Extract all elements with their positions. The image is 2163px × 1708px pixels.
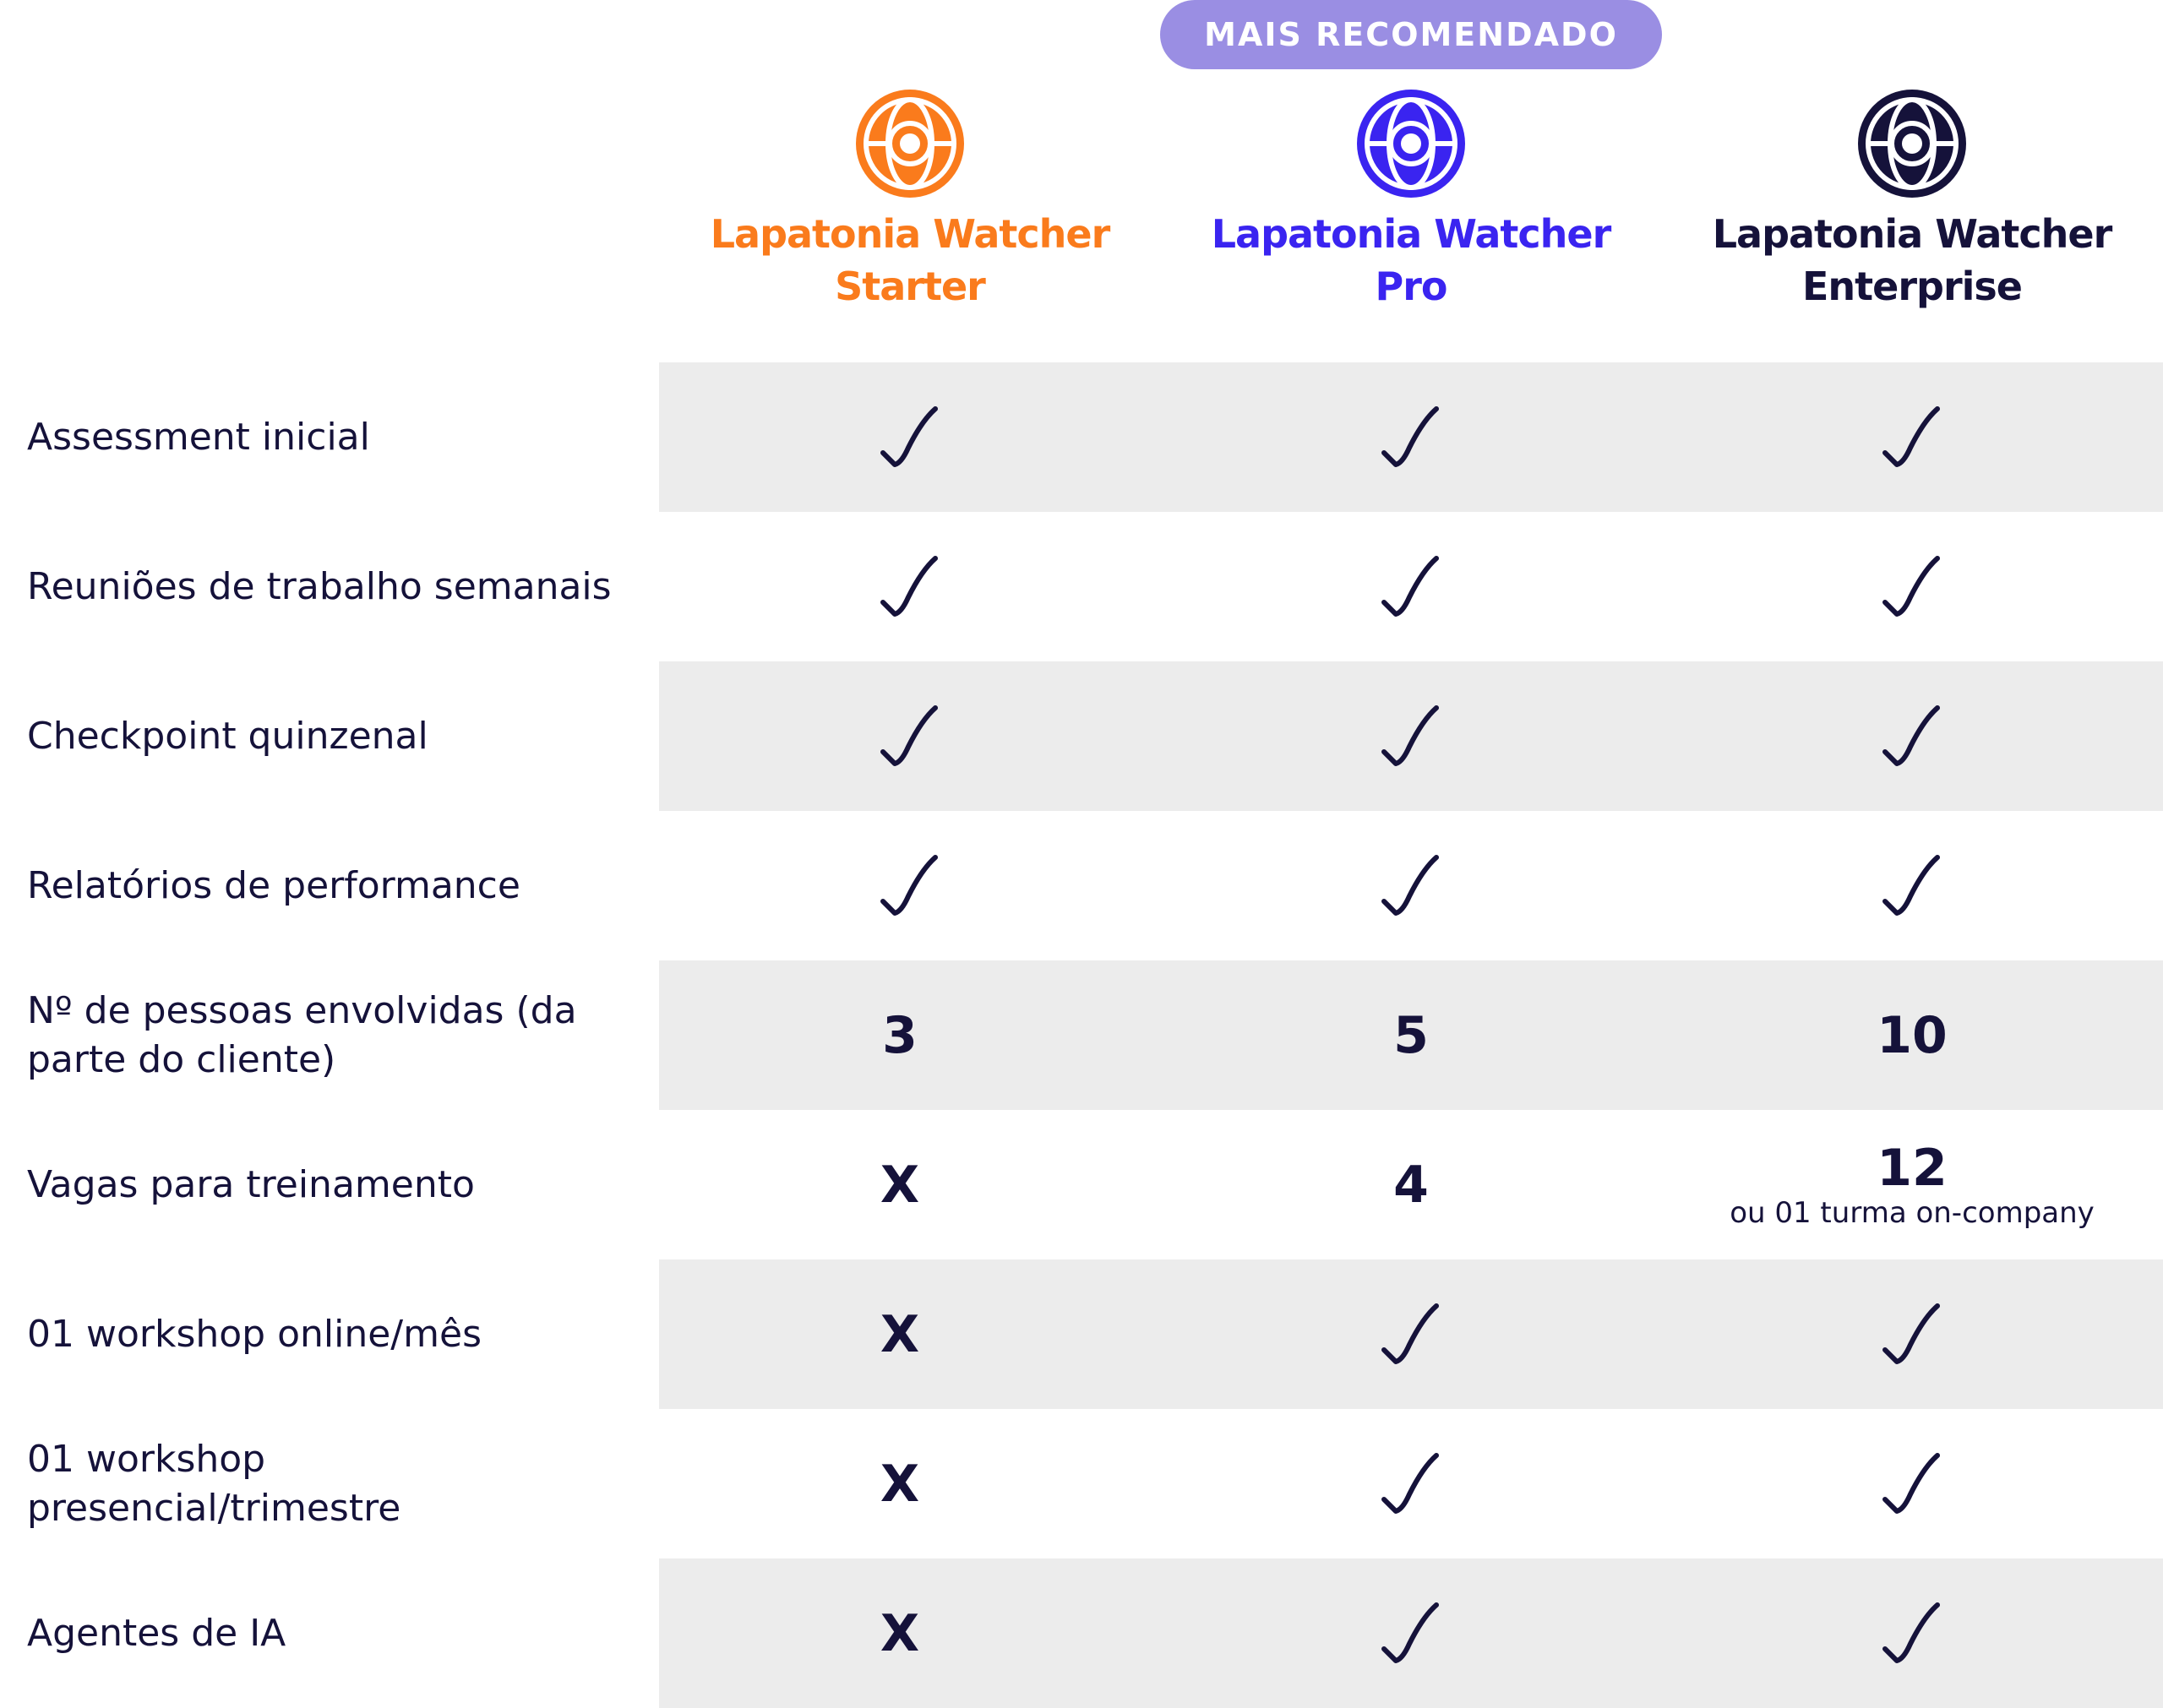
row-shade bbox=[659, 362, 2163, 512]
plan-cell bbox=[659, 811, 1161, 960]
not-included-mark: X bbox=[880, 1603, 920, 1663]
plan-cell bbox=[1661, 811, 2163, 960]
feature-row: Agentes de IA X bbox=[0, 1558, 2163, 1708]
check-icon bbox=[1381, 405, 1439, 467]
plan-name-line-1: Lapatonia Watcher bbox=[1211, 211, 1612, 257]
feature-value: 10 bbox=[1877, 1005, 1948, 1065]
not-included-mark: X bbox=[880, 1155, 920, 1215]
globe-logo-icon bbox=[856, 90, 964, 198]
recommended-badge: MAIS RECOMENDADO bbox=[1160, 0, 1662, 69]
plan-header-starter: Lapatonia Watcher Starter bbox=[659, 84, 1161, 313]
plan-cell bbox=[1661, 1558, 2163, 1708]
check-icon bbox=[880, 704, 938, 766]
plan-cell bbox=[1661, 512, 2163, 661]
plan-name-line-1: Lapatonia Watcher bbox=[1712, 211, 2113, 257]
check-icon bbox=[1882, 704, 1940, 766]
feature-row: 01 workshop online/mês X bbox=[0, 1259, 2163, 1409]
feature-label: 01 workshop online/mês bbox=[27, 1312, 482, 1356]
check-icon bbox=[1882, 1602, 1940, 1663]
plan-name-line-2: Pro bbox=[1375, 264, 1447, 309]
row-shade bbox=[659, 661, 2163, 811]
plan-cell bbox=[1160, 512, 1662, 661]
plan-name-line-1: Lapatonia Watcher bbox=[710, 211, 1111, 257]
check-icon bbox=[880, 854, 938, 916]
plan-header-pro: Lapatonia Watcher Pro bbox=[1160, 84, 1662, 313]
plan-cell: X bbox=[649, 1110, 1151, 1259]
feature-row: Vagas para treinamento X 4 12 ou 01 turma on… bbox=[0, 1110, 2163, 1259]
plan-cell bbox=[1160, 1259, 1662, 1409]
plan-cell bbox=[1160, 811, 1662, 960]
feature-label: Checkpoint quinzenal bbox=[27, 714, 428, 758]
plan-cell bbox=[659, 512, 1161, 661]
row-shade bbox=[659, 1558, 2163, 1708]
plan-cell: 4 bbox=[1160, 1110, 1662, 1259]
feature-value: 3 bbox=[882, 1005, 918, 1065]
check-icon bbox=[1381, 1303, 1439, 1364]
feature-value: 5 bbox=[1393, 1005, 1429, 1065]
plan-cell: 3 bbox=[649, 960, 1151, 1110]
feature-value: 12 bbox=[1877, 1138, 1948, 1198]
check-icon bbox=[1882, 854, 1940, 916]
check-icon bbox=[1882, 1303, 1940, 1364]
not-included-mark: X bbox=[880, 1454, 920, 1514]
plan-cell bbox=[1160, 1409, 1662, 1558]
plan-cell bbox=[1661, 362, 2163, 512]
plan-cell bbox=[1661, 661, 2163, 811]
plan-cell: X bbox=[649, 1409, 1151, 1558]
feature-row: 01 workshop presencial/trimestre X bbox=[0, 1409, 2163, 1558]
feature-label: Vagas para treinamento bbox=[27, 1162, 475, 1206]
check-icon bbox=[880, 555, 938, 617]
plan-cell: 5 bbox=[1160, 960, 1662, 1110]
feature-row: Checkpoint quinzenal bbox=[0, 661, 2163, 811]
plan-cell bbox=[659, 362, 1161, 512]
feature-label: 01 workshop presencial/trimestre bbox=[27, 1437, 401, 1530]
check-icon bbox=[1882, 1452, 1940, 1514]
feature-label: Relatórios de performance bbox=[27, 863, 520, 907]
plan-name-line-2: Starter bbox=[835, 264, 986, 309]
plan-cell: X bbox=[649, 1259, 1151, 1409]
feature-label: Nº de pessoas envolvidas (da parte do cl… bbox=[27, 988, 577, 1081]
plan-cell: X bbox=[649, 1558, 1151, 1708]
plan-cell: 10 bbox=[1661, 960, 2163, 1110]
not-included-mark: X bbox=[880, 1304, 920, 1364]
plan-cell bbox=[1661, 1259, 2163, 1409]
feature-row: Relatórios de performance bbox=[0, 811, 2163, 960]
feature-value: 4 bbox=[1393, 1155, 1429, 1215]
plan-cell bbox=[1160, 661, 1662, 811]
feature-row: Assessment inicial bbox=[0, 362, 2163, 512]
plan-cell bbox=[1160, 362, 1662, 512]
feature-row: Reuniões de trabalho semanais bbox=[0, 512, 2163, 661]
check-icon bbox=[1381, 555, 1439, 617]
check-icon bbox=[1381, 704, 1439, 766]
plan-cell bbox=[1160, 1558, 1662, 1708]
plan-cell bbox=[659, 661, 1161, 811]
plan-cell bbox=[1661, 1409, 2163, 1558]
check-icon bbox=[1882, 405, 1940, 467]
plan-name: Lapatonia Watcher Starter bbox=[710, 208, 1111, 313]
feature-row: Nº de pessoas envolvidas (da parte do cl… bbox=[0, 960, 2163, 1110]
row-shade bbox=[659, 960, 2163, 1110]
globe-logo-icon bbox=[1357, 90, 1465, 198]
plan-name: Lapatonia Watcher Enterprise bbox=[1712, 208, 2113, 313]
plan-name-line-2: Enterprise bbox=[1801, 264, 2023, 309]
plan-name: Lapatonia Watcher Pro bbox=[1211, 208, 1612, 313]
check-icon bbox=[1381, 854, 1439, 916]
feature-label: Reuniões de trabalho semanais bbox=[27, 564, 612, 608]
row-shade bbox=[659, 1259, 2163, 1409]
check-icon bbox=[880, 405, 938, 467]
plan-header-enterprise: Lapatonia Watcher Enterprise bbox=[1661, 84, 2163, 313]
plan-cell: 12 ou 01 turma on-company bbox=[1661, 1110, 2163, 1259]
feature-label: Assessment inicial bbox=[27, 415, 370, 459]
feature-label: Agentes de IA bbox=[27, 1611, 286, 1655]
check-icon bbox=[1381, 1452, 1439, 1514]
enterprise-note: ou 01 turma on-company bbox=[1730, 1195, 2095, 1230]
globe-logo-icon bbox=[1858, 90, 1966, 198]
check-icon bbox=[1882, 555, 1940, 617]
check-icon bbox=[1381, 1602, 1439, 1663]
